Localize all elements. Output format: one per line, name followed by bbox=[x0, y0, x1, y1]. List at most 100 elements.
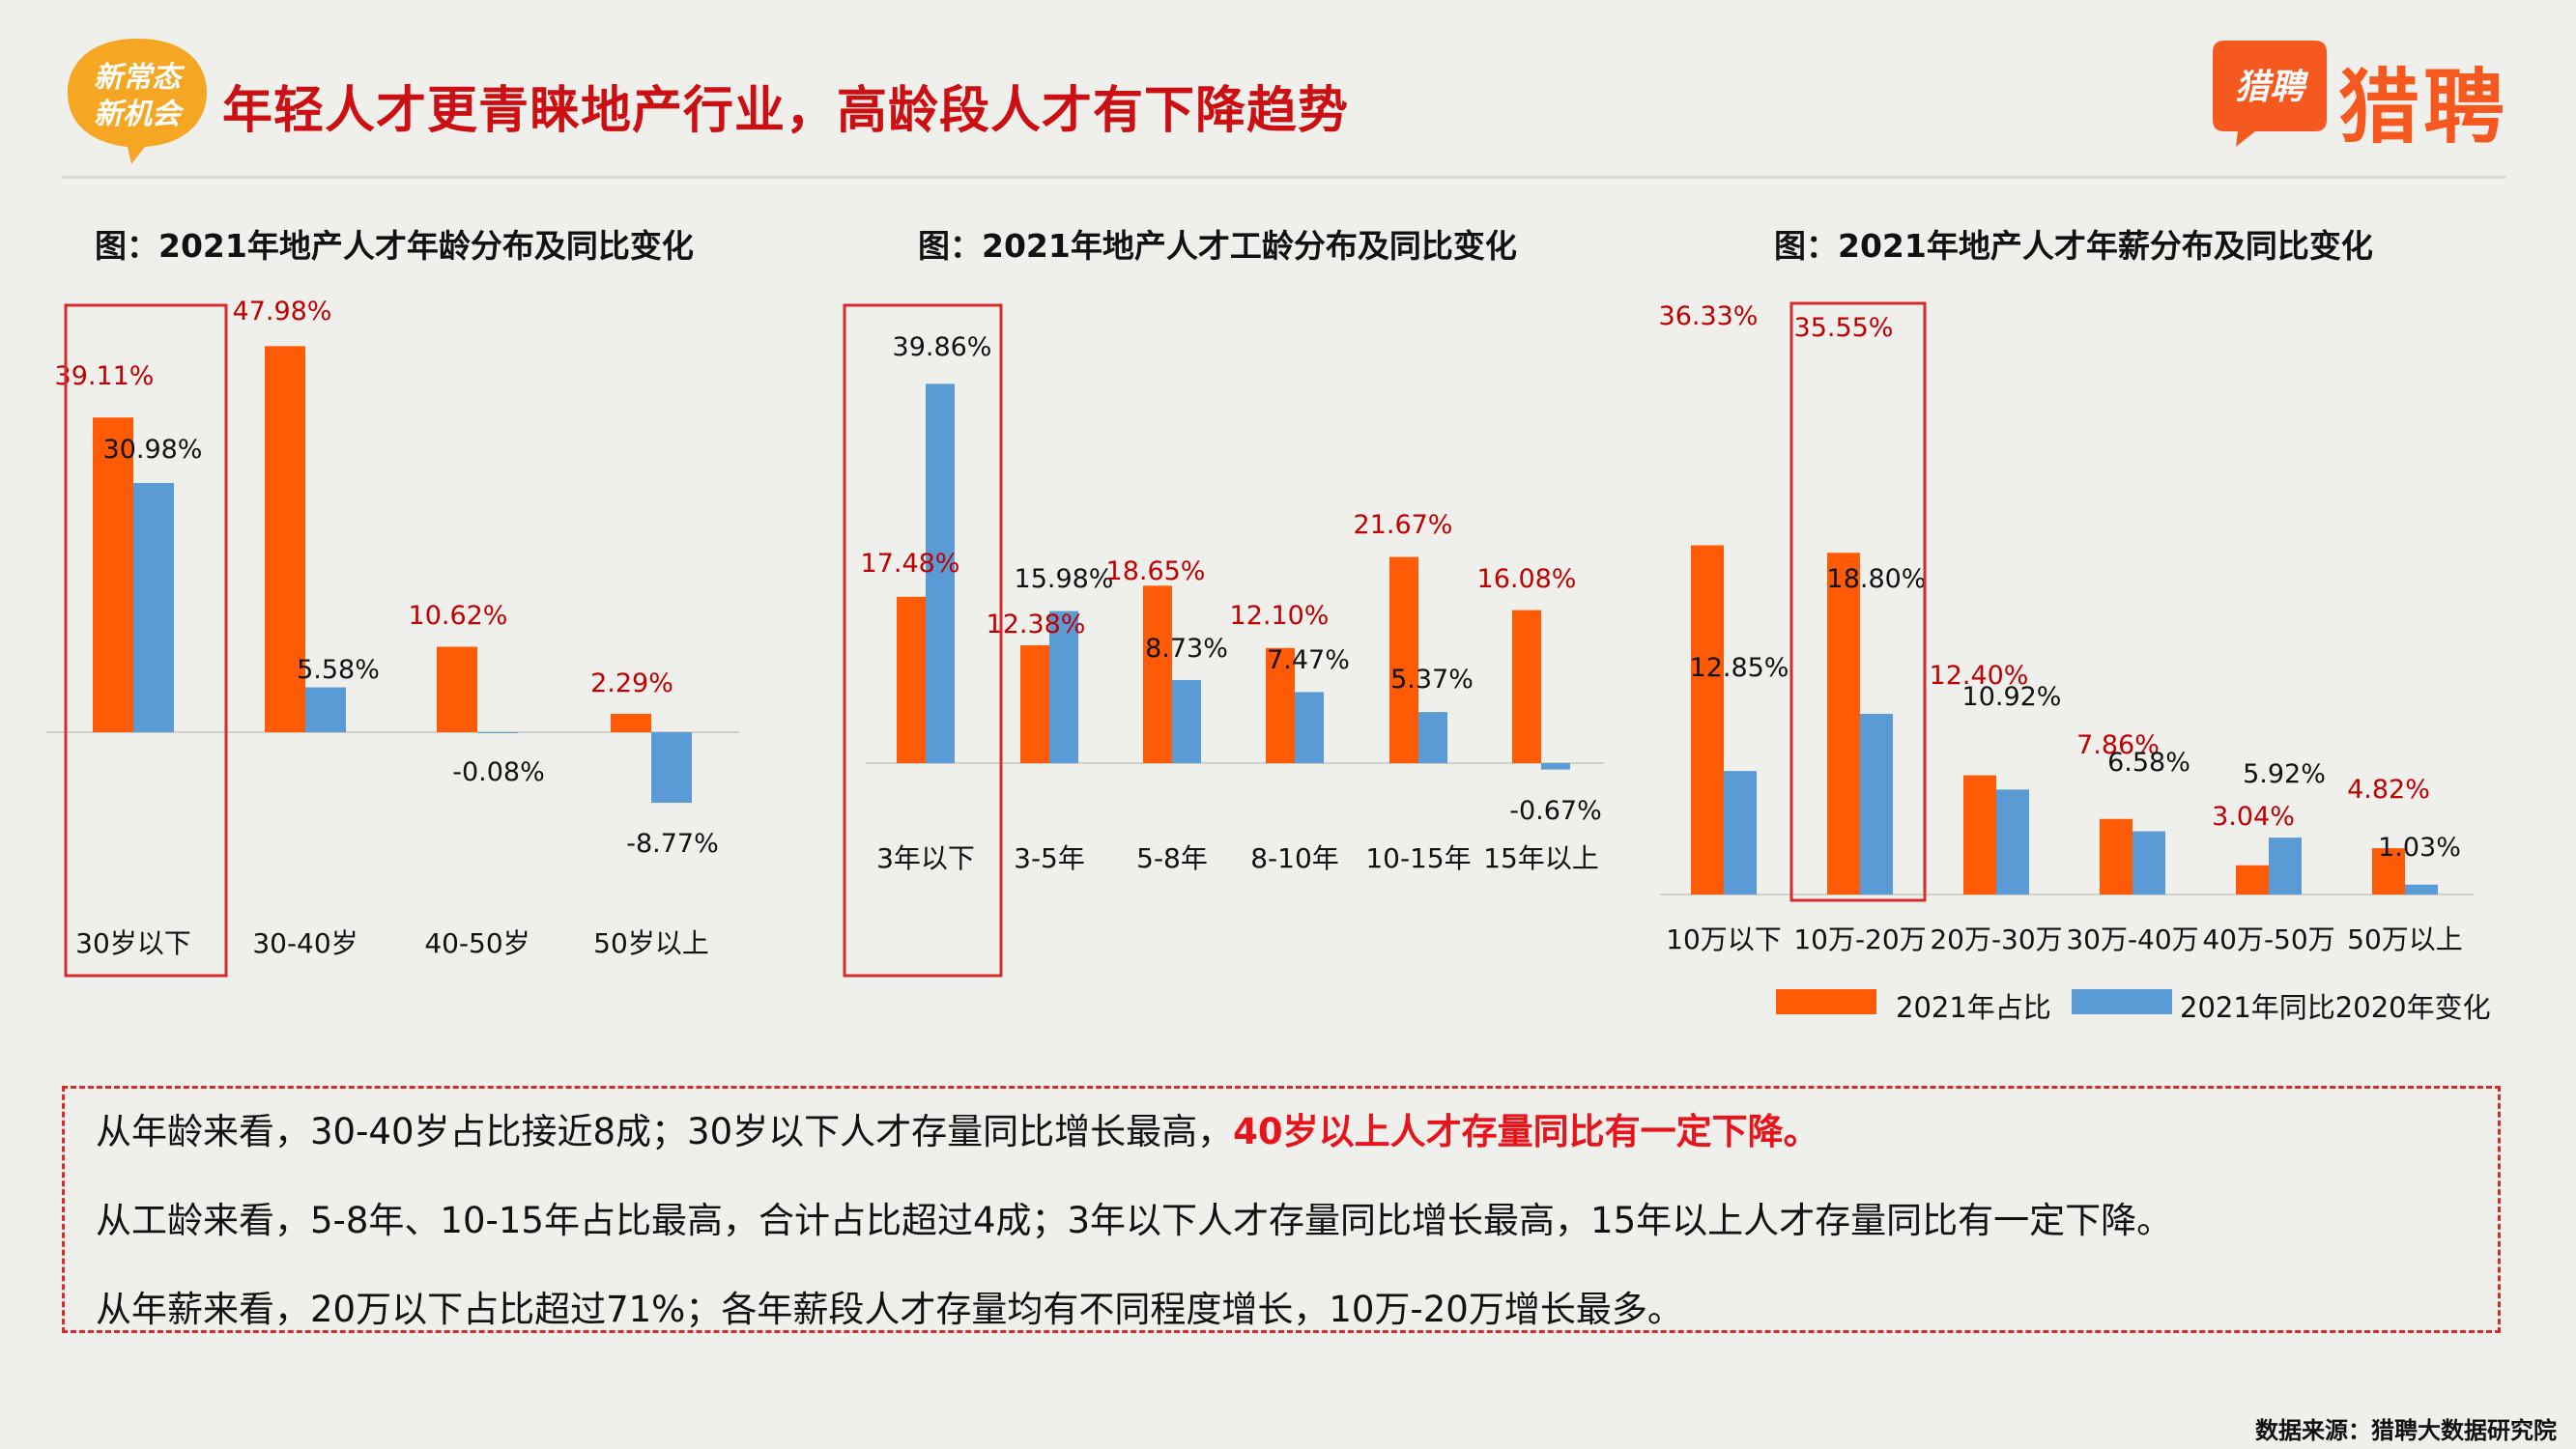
bar-2021-tenure-5 bbox=[1512, 610, 1541, 763]
chart-age-distribution: 39.11% 30.98% 30岁以下 47.98% 5.58% 30-40岁 10.62%… bbox=[46, 297, 739, 978]
label-change-age-2: -0.08% bbox=[452, 757, 545, 787]
label-change-tenure-1: 15.98% bbox=[1015, 564, 1114, 594]
label-2021-tenure-3: 12.10% bbox=[1230, 601, 1330, 631]
label-2021-salary-0: 36.33% bbox=[1659, 301, 1759, 331]
label-2021-salary-3: 7.86% bbox=[2076, 730, 2160, 760]
logo-icon-text: 猎聘 bbox=[2235, 68, 2309, 107]
category-label-salary-5: 50万以上 bbox=[2347, 923, 2463, 955]
bar-change-age-1 bbox=[305, 687, 346, 732]
bar-2021-tenure-2 bbox=[1143, 585, 1172, 763]
label-2021-tenure-5: 16.08% bbox=[1477, 564, 1577, 594]
label-2021-age-2: 10.62% bbox=[409, 601, 508, 631]
bar-2021-tenure-4 bbox=[1389, 556, 1418, 763]
chart-tenure-distribution: 17.48% 39.86% 3年以下 12.38% 15.98% 3-5年 18.65% 8.… bbox=[843, 303, 1604, 978]
chart-title-age: 图：2021年地产人才年龄分布及同比变化 bbox=[95, 227, 694, 265]
chart-title-tenure: 图：2021年地产人才工龄分布及同比变化 bbox=[918, 227, 1517, 265]
highlight-box-tenure bbox=[843, 303, 1003, 978]
bar-change-tenure-4 bbox=[1418, 712, 1447, 763]
label-change-age-0: 30.98% bbox=[103, 435, 203, 465]
summary-age-text: 从年龄来看，30-40岁占比接近8成；30岁以下人才存量同比增长最高， bbox=[96, 1111, 1234, 1152]
label-2021-tenure-0: 17.48% bbox=[861, 549, 960, 579]
label-2021-salary-2: 12.40% bbox=[1930, 661, 2029, 691]
data-source: 数据来源：猎聘大数据研究院 bbox=[2255, 1417, 2557, 1444]
bar-2021-age-1 bbox=[265, 346, 305, 732]
bar-change-salary-1 bbox=[1860, 713, 1893, 895]
label-change-salary-0: 12.85% bbox=[1690, 653, 1789, 683]
category-label-tenure-2: 5-8年 bbox=[1136, 842, 1208, 874]
label-change-age-3: -8.77% bbox=[626, 829, 719, 859]
chart-salary-distribution: 36.33% 12.85% 10万以下 35.55% 18.80% 10万-20万 12.4… bbox=[1659, 301, 2474, 955]
badge-line2: 新机会 bbox=[94, 98, 185, 131]
badge-line1: 新常态 bbox=[94, 61, 186, 95]
summary-line-age: 从年龄来看，30-40岁占比接近8成；30岁以下人才存量同比增长最高，40岁以上… bbox=[96, 1102, 1819, 1154]
label-change-salary-2: 10.92% bbox=[1962, 682, 2062, 712]
label-2021-tenure-2: 18.65% bbox=[1106, 556, 1206, 586]
label-change-tenure-0: 39.86% bbox=[893, 332, 992, 362]
bar-2021-tenure-1 bbox=[1020, 645, 1049, 763]
category-label-tenure-0: 3年以下 bbox=[876, 842, 975, 874]
bar-change-tenure-1 bbox=[1049, 611, 1078, 763]
category-label-salary-3: 30万-40万 bbox=[2066, 923, 2198, 955]
bar-change-salary-5 bbox=[2405, 884, 2438, 895]
bar-change-tenure-5 bbox=[1541, 763, 1570, 770]
bar-2021-age-2 bbox=[437, 646, 477, 732]
summary-line-tenure: 从工龄来看，5-8年、10-15年占比最高，合计占比超过4成；3年以下人才存量同… bbox=[96, 1200, 2173, 1241]
bar-2021-tenure-3 bbox=[1266, 647, 1295, 763]
bar-change-tenure-2 bbox=[1172, 680, 1201, 763]
label-change-tenure-5: -0.67% bbox=[1509, 796, 1602, 826]
label-2021-tenure-4: 21.67% bbox=[1354, 510, 1453, 540]
category-label-salary-0: 10万以下 bbox=[1666, 923, 1782, 955]
bar-2021-salary-5 bbox=[2372, 848, 2405, 895]
label-change-salary-5: 1.03% bbox=[2378, 833, 2461, 863]
logo-wordmark: 猎聘 bbox=[2338, 60, 2509, 155]
chart-title-salary: 图：2021年地产人才年薪分布及同比变化 bbox=[1774, 227, 2373, 265]
bar-change-age-0 bbox=[133, 482, 174, 732]
bar-2021-tenure-0 bbox=[897, 596, 926, 763]
bar-change-tenure-3 bbox=[1295, 692, 1324, 763]
category-label-tenure-1: 3-5年 bbox=[1014, 842, 1085, 874]
label-2021-salary-4: 3.04% bbox=[2212, 802, 2295, 832]
label-2021-salary-1: 35.55% bbox=[1794, 313, 1894, 343]
legend-swatch-2021 bbox=[1776, 989, 1876, 1014]
bar-change-salary-4 bbox=[2269, 838, 2302, 895]
bar-2021-age-0 bbox=[93, 417, 133, 732]
label-change-salary-1: 18.80% bbox=[1827, 564, 1927, 594]
bar-change-salary-0 bbox=[1724, 771, 1757, 895]
label-change-age-1: 5.58% bbox=[297, 655, 380, 685]
label-2021-age-0: 39.11% bbox=[55, 361, 155, 391]
label-change-tenure-2: 8.73% bbox=[1145, 634, 1228, 664]
category-label-tenure-3: 8-10年 bbox=[1250, 842, 1339, 874]
page-title: 年轻人才更青睐地产行业，高龄段人才有下降趋势 bbox=[222, 82, 1350, 140]
label-2021-tenure-1: 12.38% bbox=[987, 610, 1086, 639]
label-2021-age-1: 47.98% bbox=[233, 297, 332, 327]
category-label-age-0: 30岁以下 bbox=[75, 927, 191, 959]
bar-change-age-3 bbox=[651, 732, 692, 804]
bar-2021-salary-3 bbox=[2100, 818, 2132, 895]
category-label-salary-1: 10万-20万 bbox=[1793, 923, 1926, 955]
header-divider bbox=[62, 176, 2506, 179]
legend-label-change: 2021年同比2020年变化 bbox=[2180, 991, 2491, 1024]
bar-change-tenure-0 bbox=[926, 384, 955, 763]
bar-2021-salary-4 bbox=[2236, 865, 2269, 895]
label-change-salary-3: 6.58% bbox=[2107, 748, 2190, 778]
label-change-tenure-4: 5.37% bbox=[1390, 665, 1474, 695]
summary-box: 从年龄来看，30-40岁占比接近8成；30岁以下人才存量同比增长最高，40岁以上… bbox=[62, 1086, 2501, 1333]
summary-age-highlight: 40岁以上人才存量同比有一定下降。 bbox=[1233, 1111, 1819, 1152]
category-label-tenure-4: 10-15年 bbox=[1365, 842, 1471, 874]
liepin-logo: 猎聘 bbox=[2207, 35, 2516, 151]
category-label-salary-2: 20万-30万 bbox=[1930, 923, 2062, 955]
legend-swatch-change bbox=[2072, 989, 2172, 1014]
bar-change-salary-2 bbox=[1996, 789, 2029, 895]
label-change-tenure-3: 7.47% bbox=[1267, 645, 1350, 675]
label-2021-age-3: 2.29% bbox=[590, 668, 673, 698]
category-label-age-2: 40-50岁 bbox=[424, 927, 530, 959]
badge-new-normal: 新常态 新机会 bbox=[60, 33, 215, 168]
highlight-box-salary bbox=[1789, 301, 1927, 902]
bar-change-age-2 bbox=[477, 732, 518, 733]
bar-2021-age-3 bbox=[611, 713, 651, 732]
bar-2021-salary-0 bbox=[1691, 545, 1724, 895]
summary-line-salary: 从年薪来看，20万以下占比超过71%；各年薪段人才存量均有不同程度增长，10万-… bbox=[96, 1289, 1683, 1330]
highlight-box-age bbox=[64, 303, 228, 978]
category-label-age-3: 50岁以上 bbox=[593, 927, 709, 959]
bar-change-salary-3 bbox=[2132, 831, 2165, 895]
